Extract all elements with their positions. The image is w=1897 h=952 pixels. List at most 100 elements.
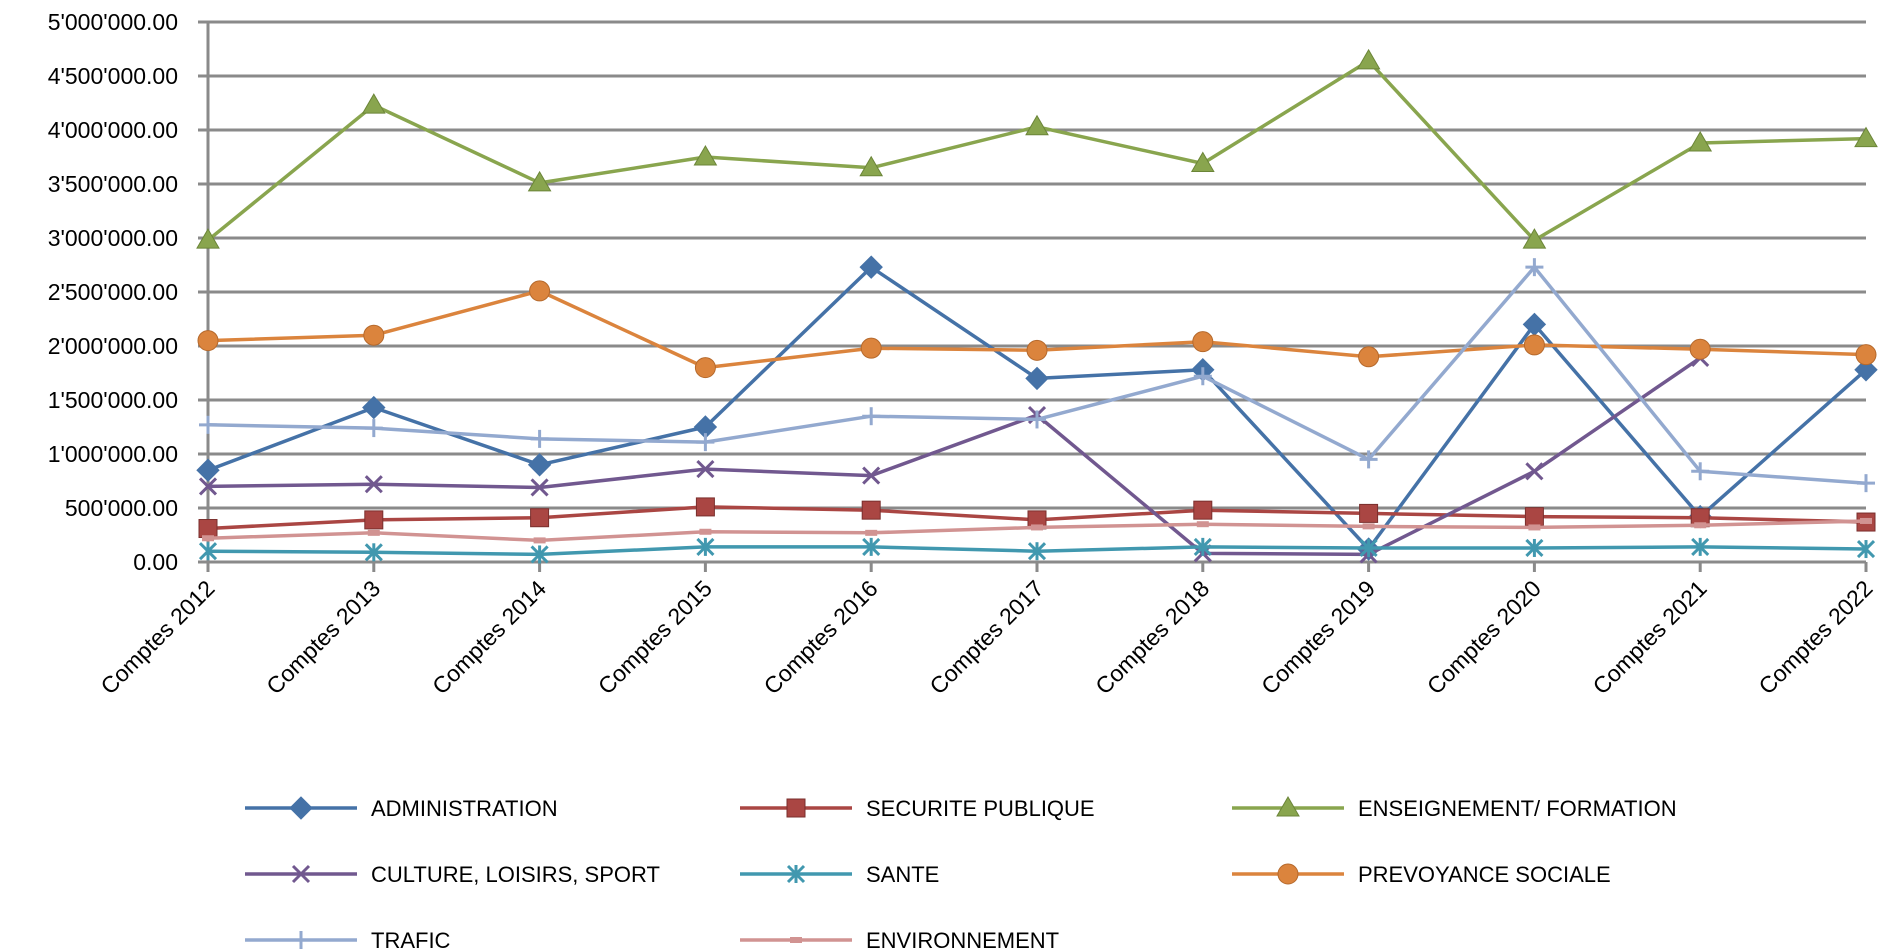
data-point-administration bbox=[527, 453, 552, 477]
data-point-trafic bbox=[1193, 367, 1212, 386]
data-point-enseignement-formation bbox=[693, 145, 718, 166]
legend-label: CULTURE, LOISIRS, SPORT bbox=[371, 862, 660, 887]
legend-marker bbox=[786, 864, 806, 884]
data-point-environnement bbox=[1196, 521, 1209, 528]
data-point-prevoyance-sociale bbox=[694, 357, 716, 379]
data-point-enseignement-formation bbox=[1854, 126, 1878, 148]
series-sante bbox=[198, 537, 1876, 564]
y-tick-label: 500'000.00 bbox=[65, 495, 178, 521]
data-point-sante bbox=[1525, 538, 1544, 558]
y-tick-label: 4'000'000.00 bbox=[48, 117, 178, 143]
data-point-culture-loisirs-sport bbox=[1525, 462, 1544, 481]
data-point-trafic bbox=[696, 433, 715, 452]
data-point-sante bbox=[198, 542, 218, 561]
data-point-enseignement-formation bbox=[361, 93, 386, 114]
data-point-securite-publique bbox=[1359, 503, 1379, 523]
data-point-culture-loisirs-sport bbox=[696, 460, 715, 479]
legend-marker bbox=[790, 937, 802, 943]
legend-label: SECURITE PUBLIQUE bbox=[866, 796, 1095, 821]
grid-lines bbox=[208, 20, 1866, 510]
data-point-sante bbox=[530, 545, 549, 564]
data-point-securite-publique bbox=[1193, 500, 1213, 520]
axes bbox=[198, 20, 1868, 572]
data-point-culture-loisirs-sport bbox=[364, 475, 383, 494]
data-point-environnement bbox=[865, 529, 878, 536]
data-point-culture-loisirs-sport bbox=[530, 478, 549, 497]
data-point-environnement bbox=[367, 529, 380, 536]
data-point-environnement bbox=[699, 528, 712, 535]
data-point-administration bbox=[196, 458, 220, 482]
legend-label: ENVIRONNEMENT bbox=[866, 928, 1059, 952]
y-axis-tick-labels: 0.00 500'000.00 1'000'000.00 1'500'000.00 2'… bbox=[48, 9, 178, 575]
y-tick-label: 5'000'000.00 bbox=[48, 9, 178, 35]
data-point-administration bbox=[1025, 366, 1049, 391]
data-point-prevoyance-sociale bbox=[1026, 339, 1048, 361]
series-line-culture-loisirs-sport bbox=[207, 356, 1702, 557]
data-point-sante bbox=[364, 543, 383, 562]
data-point-securite-publique bbox=[1524, 507, 1544, 527]
series-enseignement-formation bbox=[196, 48, 1878, 249]
data-point-securite-publique bbox=[861, 500, 881, 520]
data-point-environnement bbox=[1362, 523, 1375, 530]
data-point-prevoyance-sociale bbox=[1358, 346, 1380, 368]
legend-marker bbox=[289, 796, 313, 820]
legend-label: SANTE bbox=[866, 862, 939, 887]
data-point-trafic bbox=[530, 429, 549, 448]
x-tick-label: Comptes 2012 bbox=[95, 575, 219, 699]
series-prevoyance-sociale bbox=[197, 280, 1877, 379]
series-lines bbox=[196, 48, 1878, 564]
legend-item-prevoyance-sociale: PREVOYANCE SOCIALE bbox=[1232, 862, 1611, 887]
data-point-sante bbox=[696, 537, 715, 556]
x-tick-label: Comptes 2017 bbox=[924, 575, 1048, 699]
y-tick-label: 4'500'000.00 bbox=[48, 63, 178, 89]
y-tick-label: 3'000'000.00 bbox=[48, 225, 178, 251]
data-point-environnement bbox=[202, 535, 214, 542]
y-tick-label: 1'500'000.00 bbox=[48, 387, 178, 413]
legend-label: PREVOYANCE SOCIALE bbox=[1358, 862, 1611, 887]
data-point-enseignement-formation bbox=[1190, 151, 1215, 172]
x-tick-label: Comptes 2021 bbox=[1588, 575, 1712, 699]
data-point-trafic bbox=[364, 419, 383, 438]
data-point-prevoyance-sociale bbox=[1192, 331, 1214, 353]
data-point-environnement bbox=[1694, 522, 1707, 529]
data-point-administration bbox=[859, 255, 883, 279]
series-securite-publique bbox=[198, 497, 1876, 539]
data-point-prevoyance-sociale bbox=[197, 330, 219, 352]
series-trafic bbox=[199, 258, 1875, 493]
data-point-sante bbox=[1691, 537, 1710, 556]
data-point-enseignement-formation bbox=[1688, 130, 1713, 152]
legend-item-administration: ADMINISTRATION bbox=[245, 796, 558, 821]
data-point-culture-loisirs-sport bbox=[198, 477, 218, 496]
data-point-prevoyance-sociale bbox=[529, 280, 551, 302]
legend-item-culture-loisirs-sport: CULTURE, LOISIRS, SPORT bbox=[245, 862, 660, 887]
legend-marker bbox=[292, 931, 310, 949]
data-point-enseignement-formation bbox=[1356, 48, 1381, 70]
data-point-sante bbox=[1027, 542, 1047, 561]
data-point-prevoyance-sociale bbox=[363, 324, 385, 346]
legend: ADMINISTRATION SECURITE PUBLIQUE ENSEIGNEM… bbox=[245, 796, 1677, 952]
x-tick-label: Comptes 2015 bbox=[593, 575, 717, 699]
series-line-enseignement-formation bbox=[206, 59, 1867, 242]
legend-label: ENSEIGNEMENT/ FORMATION bbox=[1358, 796, 1677, 821]
legend-marker bbox=[291, 864, 311, 884]
data-point-prevoyance-sociale bbox=[1689, 338, 1711, 360]
y-tick-label: 3'500'000.00 bbox=[48, 171, 178, 197]
y-tick-label: 2'000'000.00 bbox=[48, 333, 178, 359]
data-point-securite-publique bbox=[695, 497, 715, 517]
data-point-trafic bbox=[1359, 450, 1378, 469]
x-tick-label: Comptes 2022 bbox=[1753, 575, 1877, 699]
data-point-trafic bbox=[1691, 462, 1710, 481]
legend-label: ADMINISTRATION bbox=[371, 796, 558, 821]
data-point-securite-publique bbox=[364, 510, 384, 530]
y-tick-label: 0.00 bbox=[133, 549, 178, 575]
legend-marker bbox=[1276, 796, 1300, 817]
data-point-sante bbox=[862, 537, 881, 556]
data-point-sante bbox=[1856, 539, 1876, 559]
legend-item-trafic: TRAFIC bbox=[245, 928, 451, 952]
legend-marker bbox=[786, 798, 806, 818]
legend-item-securite-publique: SECURITE PUBLIQUE bbox=[740, 796, 1095, 821]
data-point-securite-publique bbox=[530, 508, 550, 528]
data-point-administration bbox=[362, 395, 386, 420]
data-point-enseignement-formation bbox=[1025, 114, 1049, 136]
